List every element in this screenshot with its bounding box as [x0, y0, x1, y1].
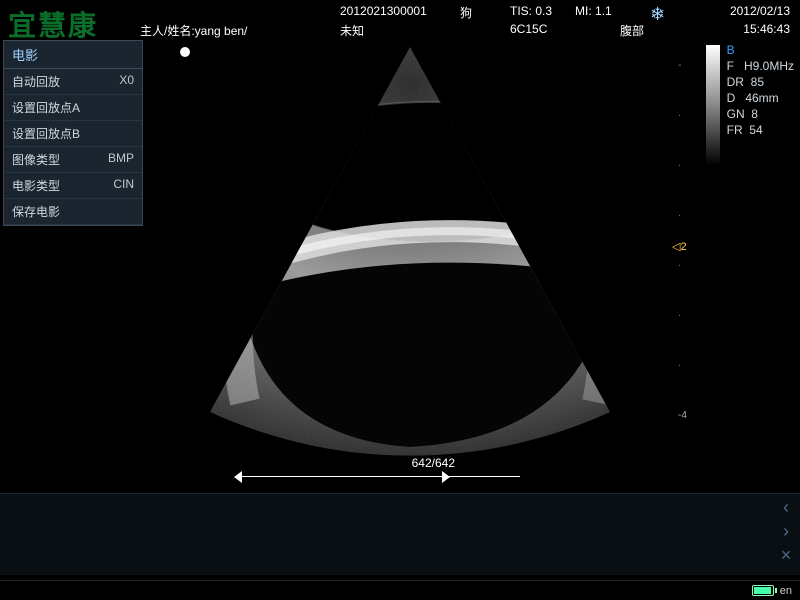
exam-region: 腹部 [620, 22, 644, 39]
param-frequency: F H9.0MHz [727, 58, 794, 74]
focus-marker: ◁2 [672, 240, 687, 253]
status-bar: en [0, 580, 800, 600]
nav-close-button[interactable]: × [776, 544, 796, 566]
slider-start-icon [234, 471, 242, 483]
exam-time: 15:46:43 [743, 22, 790, 36]
mode-indicator: B [727, 42, 794, 58]
brand-logo: 宜慧康 [8, 4, 98, 44]
tis-readout: TIS: 0.3 [510, 4, 552, 18]
param-gain: GN 8 [727, 106, 794, 122]
cine-frame-slider[interactable]: 642/642 [240, 470, 520, 484]
battery-icon [752, 585, 774, 596]
cine-item-set-point-a[interactable]: 设置回放点A [4, 95, 142, 121]
param-frame-rate: FR 54 [727, 122, 794, 138]
cine-item-save-cine[interactable]: 保存电影 [4, 199, 142, 225]
mi-readout: MI: 1.1 [575, 4, 612, 18]
exam-date: 2012/02/13 [730, 4, 790, 18]
species-label: 狗 [460, 4, 472, 21]
ultrasound-scan-svg [150, 42, 670, 462]
thumbnail-strip [0, 493, 800, 575]
depth-bottom-label: -4 [678, 410, 687, 421]
slider-end-icon [442, 471, 450, 483]
unknown-field: 未知 [340, 22, 364, 39]
cine-menu-panel: 电影 自动回放X0 设置回放点A 设置回放点B 图像类型BMP 电影类型CIN … [3, 40, 143, 226]
freeze-icon: ❄ [650, 4, 665, 25]
frame-counter: 642/642 [412, 456, 455, 470]
language-indicator[interactable]: en [780, 585, 792, 597]
scan-parameters-panel: B F H9.0MHz DR 85 D 46mm GN 8 FR 54 [727, 42, 794, 138]
ultrasound-image-area[interactable] [150, 42, 670, 462]
cine-item-auto-replay[interactable]: 自动回放X0 [4, 69, 142, 95]
cine-item-cine-type[interactable]: 电影类型CIN [4, 173, 142, 199]
param-depth: D 46mm [727, 90, 794, 106]
owner-name: 主人/姓名:yang ben/ [140, 22, 247, 39]
probe-id: 6C15C [510, 22, 547, 36]
header-bar: 宜慧康 2012021300001 狗 TIS: 0.3 MI: 1.1 ❄ 2… [0, 0, 800, 40]
nav-prev-button[interactable]: ‹ [776, 496, 796, 518]
nav-next-button[interactable]: › [776, 520, 796, 542]
cine-item-image-type[interactable]: 图像类型BMP [4, 147, 142, 173]
param-dynamic-range: DR 85 [727, 74, 794, 90]
grayscale-bar [706, 45, 720, 165]
cine-item-set-point-b[interactable]: 设置回放点B [4, 121, 142, 147]
cine-menu-title: 电影 [4, 41, 142, 69]
patient-id: 2012021300001 [340, 4, 427, 18]
